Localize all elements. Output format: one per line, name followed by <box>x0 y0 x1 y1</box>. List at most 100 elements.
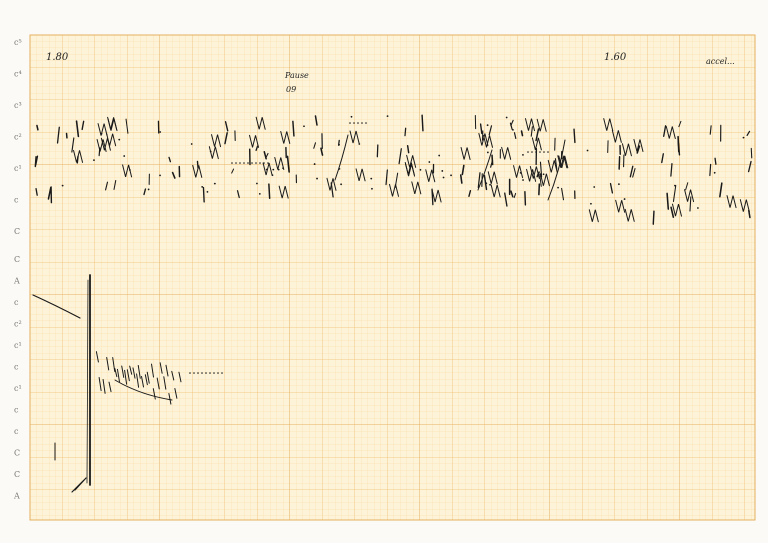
stroke <box>95 351 99 363</box>
staff-label: A <box>13 492 20 501</box>
dot <box>272 168 275 171</box>
stroke <box>171 370 175 381</box>
stroke <box>168 393 172 405</box>
dot <box>213 372 215 374</box>
stroke <box>126 369 130 382</box>
staff-label: c <box>14 406 19 415</box>
annotation: Pause <box>284 71 309 80</box>
stroke <box>573 128 576 144</box>
dot <box>542 173 545 176</box>
stroke <box>624 208 635 222</box>
stroke <box>165 364 169 377</box>
stroke <box>501 146 512 160</box>
stroke <box>633 138 644 152</box>
stroke <box>56 126 60 144</box>
stroke <box>561 187 565 201</box>
stroke <box>479 123 483 135</box>
stroke <box>665 126 676 140</box>
dot <box>522 153 524 156</box>
stroke <box>459 174 463 184</box>
stroke <box>159 362 163 374</box>
stroke <box>224 132 228 145</box>
staff-label: c⁴ <box>14 70 22 79</box>
stroke <box>202 186 205 203</box>
stroke <box>661 153 664 164</box>
stroke <box>689 196 692 212</box>
dot <box>209 372 211 374</box>
staff-label: c¹ <box>14 164 22 173</box>
dot <box>258 192 261 195</box>
stroke <box>36 124 39 131</box>
dot <box>357 122 359 124</box>
stroke <box>629 165 634 178</box>
dot <box>557 186 559 189</box>
stroke <box>526 168 537 182</box>
tempo-mark: 1.60 <box>604 52 627 63</box>
dot <box>527 151 529 153</box>
dot <box>316 177 318 180</box>
stroke <box>404 161 415 175</box>
stroke <box>143 188 147 196</box>
stroke <box>411 181 422 195</box>
dot <box>201 186 204 188</box>
staff-label: c¹ <box>14 384 22 393</box>
dot <box>697 207 699 209</box>
stroke <box>136 373 140 388</box>
tempo-mark: 1.80 <box>46 52 69 63</box>
stroke <box>406 144 410 154</box>
dot <box>370 177 373 180</box>
stroke <box>670 163 673 177</box>
dot <box>586 149 589 152</box>
stroke <box>672 185 677 203</box>
dot <box>255 162 257 164</box>
dot <box>118 138 121 141</box>
stroke <box>557 155 568 169</box>
stroke <box>263 150 267 160</box>
stroke <box>236 190 240 199</box>
stroke <box>547 139 566 201</box>
stroke <box>163 376 167 390</box>
dot <box>512 128 514 131</box>
notation <box>32 114 753 493</box>
stroke <box>174 388 178 399</box>
stroke <box>249 134 260 148</box>
dot <box>189 372 191 374</box>
stroke <box>73 149 84 163</box>
dot <box>386 115 389 118</box>
stroke <box>151 363 155 378</box>
stroke <box>349 130 360 144</box>
stroke <box>510 190 514 198</box>
stroke <box>121 365 125 378</box>
stroke <box>547 159 558 173</box>
stroke <box>678 120 682 128</box>
staff-label: c² <box>14 133 22 142</box>
dot <box>450 174 452 177</box>
stroke <box>96 138 107 152</box>
stroke <box>208 146 219 160</box>
stroke <box>35 188 38 196</box>
stroke <box>255 116 266 130</box>
dot <box>159 174 161 177</box>
stroke <box>262 162 273 176</box>
stroke <box>431 189 442 203</box>
dot <box>190 143 193 145</box>
grid-border <box>29 34 756 521</box>
dot <box>505 116 508 119</box>
dot <box>358 143 361 145</box>
stroke <box>106 133 117 147</box>
dot <box>213 182 216 185</box>
dot <box>338 143 340 146</box>
dot <box>428 161 431 163</box>
staff-label: c² <box>14 320 22 329</box>
stroke <box>171 171 176 179</box>
stroke <box>531 137 542 151</box>
dot <box>217 372 219 374</box>
staff-label: C <box>14 227 20 236</box>
stroke <box>535 128 540 142</box>
stroke <box>406 154 417 168</box>
stroke <box>461 164 465 176</box>
dot <box>205 372 207 374</box>
stroke <box>389 183 400 197</box>
dot <box>438 154 441 157</box>
